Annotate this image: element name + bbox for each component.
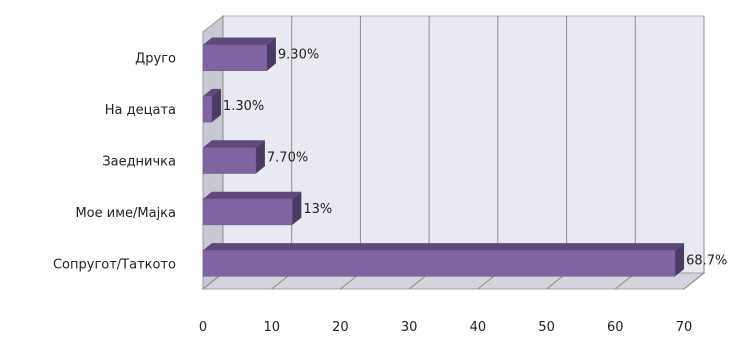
data-label: 7.70% bbox=[267, 151, 308, 166]
bar-front-face bbox=[202, 147, 257, 174]
category-label: Мое име/Мајка bbox=[75, 206, 176, 221]
bar-top-face bbox=[203, 37, 276, 45]
bar bbox=[202, 191, 302, 226]
bar-front-face bbox=[202, 250, 676, 277]
data-label: 1.30% bbox=[223, 99, 264, 114]
bar-top-face bbox=[203, 140, 265, 148]
data-label: 9.30% bbox=[278, 48, 319, 63]
x-tick-label: 60 bbox=[607, 320, 624, 335]
data-labels: 9.30% 1.30% 7.70% 13% 68.7% bbox=[223, 48, 727, 269]
category-label: Сопругот/Таткото bbox=[53, 257, 176, 272]
category-label: Друго bbox=[135, 52, 176, 67]
bar-front-face bbox=[202, 44, 268, 71]
bar-top-face bbox=[203, 88, 221, 97]
x-tick-label: 10 bbox=[263, 320, 280, 335]
bar bbox=[202, 140, 265, 174]
bar-side-face bbox=[675, 243, 685, 277]
bar-front-face bbox=[202, 198, 293, 226]
category-labels: Друго На децата Заедничка Мое име/Мајка Сопр… bbox=[53, 52, 176, 273]
bar-side-face bbox=[266, 37, 276, 71]
x-tick-label: 70 bbox=[676, 320, 693, 335]
bar-top-face bbox=[203, 191, 302, 199]
bar-side-face bbox=[292, 191, 302, 225]
bar-top-face bbox=[203, 243, 685, 251]
data-label: 68.7% bbox=[686, 253, 727, 268]
x-tick-label: 50 bbox=[538, 320, 555, 335]
bar bbox=[202, 88, 221, 123]
bar-front-face bbox=[202, 95, 213, 123]
bar-side-face bbox=[211, 88, 221, 123]
bar-side-face bbox=[255, 140, 265, 174]
x-tick-label: 40 bbox=[470, 320, 487, 335]
category-label: На децата bbox=[105, 103, 176, 118]
x-tick-labels: 0 10 20 30 40 50 60 70 bbox=[199, 320, 692, 335]
floor-gridline bbox=[683, 272, 705, 290]
x-tick-label: 30 bbox=[401, 320, 418, 335]
data-label: 13% bbox=[303, 202, 332, 217]
category-label: Заедничка bbox=[102, 155, 176, 170]
x-tick-label: 20 bbox=[332, 320, 349, 335]
bar bbox=[202, 243, 685, 277]
x-tick-label: 0 bbox=[199, 320, 207, 335]
bar bbox=[202, 37, 276, 71]
chart-bars bbox=[202, 37, 685, 277]
